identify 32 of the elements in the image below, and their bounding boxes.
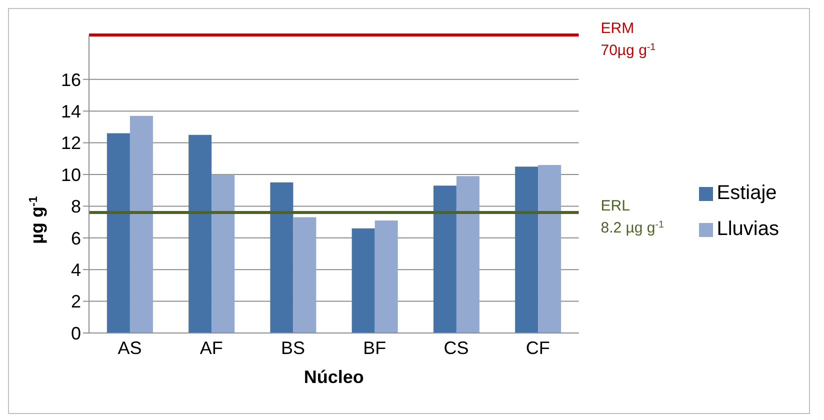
bar xyxy=(352,228,375,333)
bar xyxy=(130,116,153,333)
ref-line-label: ERM 70µg g$^{-1}$ xyxy=(600,20,656,59)
y-tick-label: 6 xyxy=(70,228,81,248)
y-tick-label: 8 xyxy=(70,196,81,217)
legend-label: Lluvias xyxy=(716,218,779,240)
bar xyxy=(538,164,562,333)
bar xyxy=(374,220,398,333)
bar xyxy=(188,134,212,333)
x-tick-label: AF xyxy=(200,338,223,358)
x-tick-label: CF xyxy=(526,338,550,358)
bar xyxy=(212,174,235,333)
bar xyxy=(456,176,480,333)
y-tick-label: 14 xyxy=(60,101,81,122)
y-tick-label: 2 xyxy=(70,292,81,312)
y-tick-label: 16 xyxy=(60,70,81,90)
x-tick-label: BS xyxy=(281,338,306,358)
bar xyxy=(293,217,316,333)
bar xyxy=(106,133,130,333)
y-tick-label: 12 xyxy=(60,133,81,154)
ref-line-label: ERL 8.2 µg g$^{-1}$ xyxy=(600,198,664,237)
legend-label: Estiaje xyxy=(716,182,777,204)
x-axis-title: Núcleo xyxy=(304,367,364,387)
x-tick-label: BF xyxy=(363,338,386,358)
y-tick-label: 0 xyxy=(70,323,81,344)
y-tick-label: 4 xyxy=(70,260,81,280)
bar xyxy=(433,186,456,333)
y-tick-label: 10 xyxy=(60,164,81,185)
x-tick-label: AS xyxy=(118,338,142,358)
bar xyxy=(270,182,294,333)
x-tick-label: CS xyxy=(444,338,469,358)
bar xyxy=(515,166,538,333)
